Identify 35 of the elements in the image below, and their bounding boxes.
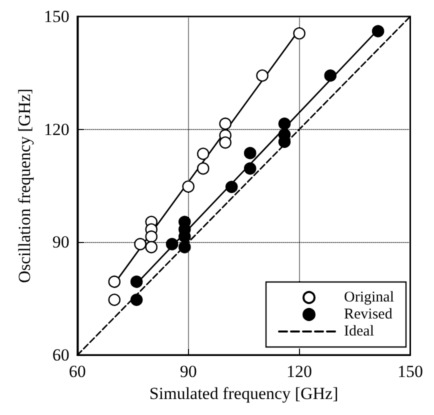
y-tick-label: 120 [44,120,70,139]
y-tick-label: 60 [52,346,70,365]
point [130,294,143,306]
point [108,276,121,288]
point [197,148,210,160]
x-tick-label: 90 [180,362,197,382]
x-axis-title: Simulated frequency [GHz] [149,384,338,403]
point [130,276,143,288]
legend-label: Original [344,290,394,306]
x-tick-label: 150 [398,362,423,382]
point [219,136,232,149]
point [278,118,291,130]
x-tick-label: 60 [68,362,86,382]
point [108,294,121,306]
y-tick-label: 150 [44,7,70,26]
legend-label: Ideal [344,324,374,340]
y-axis-title: Oscillation frequency [GHz] [15,88,34,284]
point [134,238,146,250]
point [372,25,384,38]
x-tick-label: 120 [286,362,312,382]
point [225,180,238,194]
point [256,69,268,82]
point [166,238,178,250]
point [293,27,306,40]
point [244,146,256,160]
point [178,240,191,254]
point [324,69,337,82]
point [197,162,210,175]
point [244,162,256,175]
point [182,180,194,193]
point [219,118,232,130]
y-tick-label: 90 [52,232,70,252]
point [145,230,158,243]
point [145,240,158,254]
legend-label: Revised [344,306,393,322]
